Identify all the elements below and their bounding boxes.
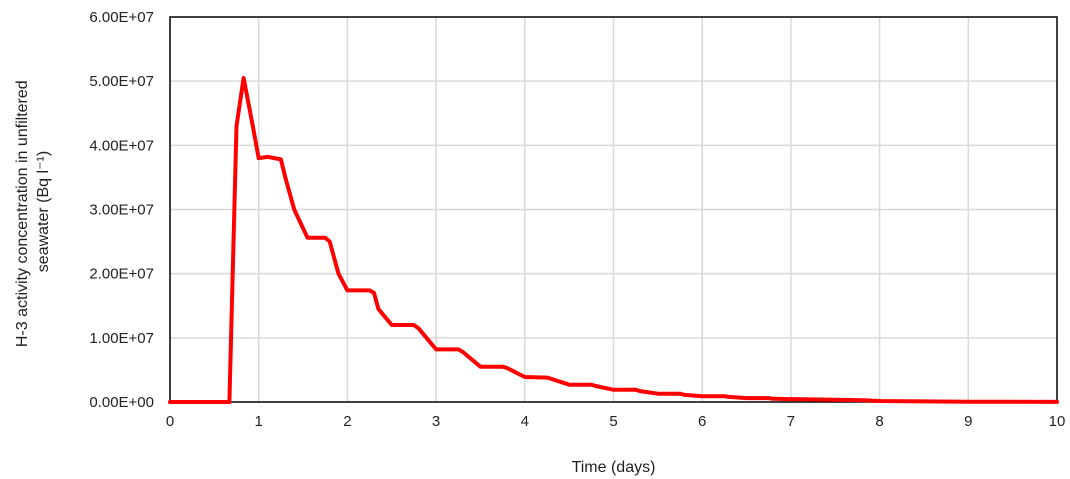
y-tick-label: 0.00E+00 (89, 394, 154, 411)
series-line (168, 76, 1059, 404)
y-tick-label: 3.00E+07 (89, 202, 154, 219)
x-tick-label: 6 (698, 413, 706, 430)
x-tick-label: 5 (609, 413, 617, 430)
x-tick-label: 10 (1049, 413, 1066, 430)
x-tick-label: 3 (432, 413, 440, 430)
x-tick-label: 8 (875, 413, 883, 430)
x-tick-label: 1 (255, 413, 263, 430)
x-tick-label: 9 (964, 413, 972, 430)
x-tick-label: 2 (343, 413, 351, 430)
y-tick-label: 5.00E+07 (89, 73, 154, 90)
gridlines (170, 17, 1057, 402)
y-tick-label: 6.00E+07 (89, 9, 154, 26)
x-axis-ticks: 0 1 2 3 4 5 6 7 8 9 10 (166, 413, 1066, 430)
y-tick-label: 1.00E+07 (89, 330, 154, 347)
y-axis-title: H-3 activity concentration in unfiltered… (14, 76, 52, 347)
x-tick-label: 7 (787, 413, 795, 430)
x-axis-title: Time (days) (572, 459, 656, 476)
y-tick-label: 2.00E+07 (89, 266, 154, 283)
x-tick-label: 0 (166, 413, 174, 430)
y-axis-title-line-2: seawater (Bq l⁻¹) (35, 151, 52, 272)
y-axis-title-line-1: H-3 activity concentration in unfiltered (14, 80, 31, 347)
y-axis-ticks: 0.00E+00 1.00E+07 2.00E+07 3.00E+07 4.00E+07… (89, 9, 154, 411)
y-tick-label: 4.00E+07 (89, 137, 154, 154)
x-tick-label: 4 (521, 413, 529, 430)
plot-area (169, 16, 1058, 403)
